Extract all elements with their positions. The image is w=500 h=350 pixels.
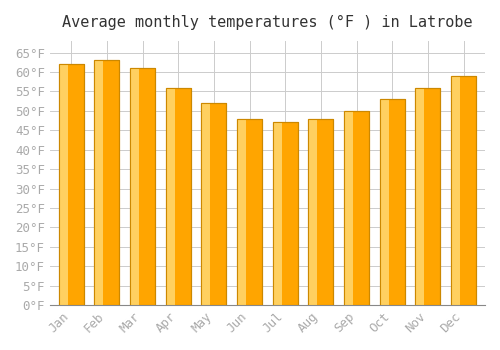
Bar [344, 111, 369, 305]
Bar [416, 88, 424, 305]
Bar [451, 76, 476, 305]
Bar [166, 88, 190, 305]
Bar [344, 111, 369, 305]
Bar [202, 103, 226, 305]
Bar [308, 119, 334, 305]
Bar [202, 103, 226, 305]
Bar [166, 88, 190, 305]
Bar [94, 60, 103, 305]
Bar [273, 122, 297, 305]
Bar [237, 119, 246, 305]
Bar [451, 76, 460, 305]
Bar [237, 119, 262, 305]
Bar [59, 64, 84, 305]
Bar [59, 64, 68, 305]
Bar [94, 60, 120, 305]
Bar [166, 88, 174, 305]
Bar [380, 99, 388, 305]
Bar [273, 122, 281, 305]
Bar [416, 88, 440, 305]
Title: Average monthly temperatures (°F ) in Latrobe: Average monthly temperatures (°F ) in La… [62, 15, 472, 30]
Bar [380, 99, 404, 305]
Bar [344, 111, 353, 305]
Bar [308, 119, 334, 305]
Bar [237, 119, 262, 305]
Bar [416, 88, 440, 305]
Bar [202, 103, 210, 305]
Bar [59, 64, 84, 305]
Bar [451, 76, 476, 305]
Bar [273, 122, 297, 305]
Bar [130, 68, 139, 305]
Bar [380, 99, 404, 305]
Bar [308, 119, 317, 305]
Bar [130, 68, 155, 305]
Bar [94, 60, 120, 305]
Bar [130, 68, 155, 305]
